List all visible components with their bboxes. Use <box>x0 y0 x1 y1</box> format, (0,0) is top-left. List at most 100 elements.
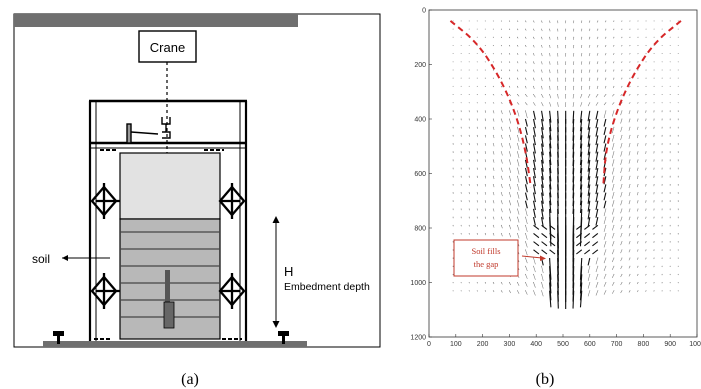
vector-dot <box>500 233 502 234</box>
vector-dot <box>452 134 454 136</box>
vector-dot <box>492 175 494 177</box>
vector-dot <box>613 110 615 112</box>
vector-arrow <box>517 282 520 286</box>
vector-dot <box>452 143 454 144</box>
vector-arrow <box>580 94 583 99</box>
vector-arrow <box>603 110 607 119</box>
vector-dot <box>460 110 462 112</box>
vector-dot <box>500 118 502 120</box>
vector-dot <box>605 102 607 104</box>
vector-arrow <box>587 135 591 147</box>
vector-dot <box>589 77 591 79</box>
vector-dot <box>613 175 615 177</box>
vector-dot <box>661 241 663 243</box>
plot-frame <box>428 9 698 338</box>
vector-dot <box>653 208 655 210</box>
vector-arrow <box>637 135 639 139</box>
vector-dot <box>613 77 615 79</box>
vector-dot <box>637 241 639 243</box>
vector-dot <box>533 94 534 95</box>
vector-arrow <box>533 274 536 280</box>
vector-dot <box>500 192 502 194</box>
vector-arrow <box>603 225 607 232</box>
vector-dot <box>549 28 551 30</box>
vector-dot <box>613 159 615 161</box>
vector-dot <box>516 175 518 177</box>
vector-dot <box>661 44 663 46</box>
vector-dot <box>629 257 631 259</box>
annotation-line-1: Soil fills <box>471 246 500 256</box>
vector-dot <box>637 290 639 292</box>
vector-arrow <box>501 176 503 180</box>
vector-dot <box>549 53 551 55</box>
vector-dot <box>484 126 486 128</box>
vector-arrow <box>576 249 583 255</box>
vector-dot <box>460 216 462 218</box>
vector-dot <box>500 94 502 95</box>
vector-dot <box>669 192 671 194</box>
vector-arrow <box>501 135 503 140</box>
vector-dot <box>653 175 655 177</box>
vector-dot <box>621 44 623 46</box>
vector-dot <box>645 20 647 22</box>
vector-dot <box>629 249 631 251</box>
vector-dot <box>476 159 478 161</box>
vector-arrow <box>580 86 583 90</box>
vector-dot <box>581 20 583 22</box>
vector-arrow <box>603 94 607 97</box>
vector-dot <box>492 85 494 87</box>
vector-arrow <box>493 151 495 155</box>
vector-arrow <box>501 151 503 156</box>
vector-dot <box>460 192 462 194</box>
vector-dot <box>605 249 607 251</box>
vector-arrow <box>517 110 520 117</box>
vector-dot <box>669 216 671 218</box>
vector-dot <box>653 28 655 30</box>
vector-dot <box>484 143 486 144</box>
vector-arrow <box>541 266 544 274</box>
vector-dot <box>629 102 631 104</box>
vector-arrow <box>595 290 599 296</box>
y-axis-ticks: 0 200 400 600 800 1000 1200 <box>410 8 432 342</box>
vector-arrow <box>576 241 583 247</box>
vector-dot <box>508 175 510 177</box>
vector-dot <box>468 110 470 112</box>
vector-dot <box>516 143 518 144</box>
vector-dot <box>613 273 615 275</box>
vector-dot <box>573 28 575 30</box>
vector-dot <box>508 290 510 292</box>
vector-dot <box>677 126 679 128</box>
vector-arrow <box>603 249 607 256</box>
x-tick-label: 0 <box>427 341 431 348</box>
vector-dot <box>484 20 486 22</box>
vector-dot <box>677 85 679 87</box>
vector-arrow <box>603 208 607 217</box>
vector-arrow <box>557 290 559 309</box>
vector-dot <box>605 77 607 79</box>
vector-arrow <box>637 176 639 180</box>
vector-dot <box>500 151 502 153</box>
vector-dot <box>677 134 679 136</box>
h-label: H <box>284 264 293 279</box>
vector-arrow <box>524 200 528 209</box>
vector-dot <box>508 20 510 22</box>
vector-dot <box>677 208 679 210</box>
vector-dot <box>500 200 502 202</box>
vector-dot <box>653 273 655 275</box>
vector-arrow <box>501 225 503 229</box>
vector-dot <box>613 216 615 218</box>
y-tick-label: 1000 <box>410 280 426 287</box>
vector-dot <box>637 257 639 259</box>
vector-dot <box>669 241 671 243</box>
vector-dot <box>500 110 502 112</box>
vector-dot <box>533 273 534 275</box>
vector-dot <box>500 69 502 71</box>
vector-dot <box>516 36 518 38</box>
vector-dot <box>525 208 526 210</box>
vector-dot <box>597 102 599 104</box>
vector-arrow <box>637 192 639 196</box>
vector-dot <box>541 85 543 87</box>
vector-arrow <box>620 184 623 190</box>
vector-arrow <box>541 110 544 122</box>
vector-arrow <box>533 249 540 255</box>
